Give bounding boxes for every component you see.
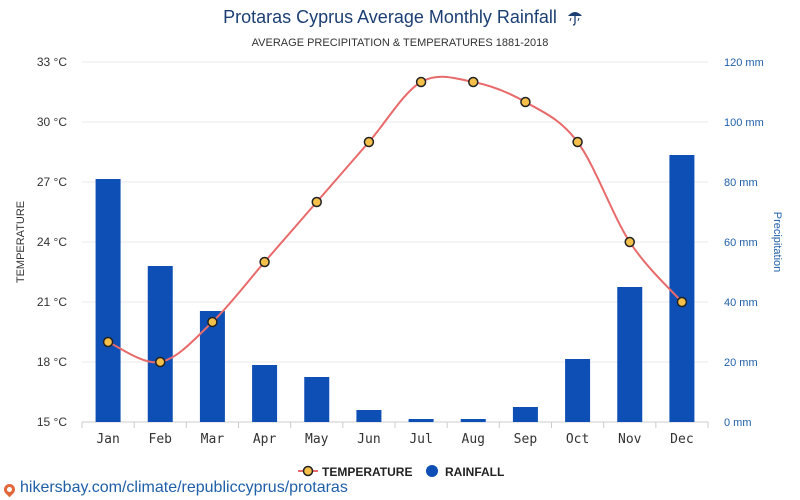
x-tick-label: Nov (618, 432, 642, 447)
temperature-point (520, 96, 531, 108)
temperature-point (624, 236, 635, 248)
temperature-point (572, 136, 583, 148)
temperature-series-line (107, 75, 683, 364)
legend-rainfall-marker (426, 465, 438, 477)
legend-rainfall-label: RAINFALL (445, 465, 504, 479)
legend-temperature-marker (302, 465, 314, 477)
temperature-point (468, 76, 479, 88)
x-tick-label: May (305, 432, 329, 447)
rainfall-bar (95, 179, 121, 422)
rainfall-bar (304, 377, 330, 422)
right-axis-title: Precipitation (771, 212, 783, 273)
x-tick-label: Jun (357, 432, 380, 447)
rainfall-bar (565, 359, 591, 422)
right-y-tick-label: 100 mm (724, 117, 764, 129)
rainfall-bar (669, 155, 695, 422)
rainfall-bar (356, 410, 382, 422)
temperature-line (102, 75, 688, 368)
right-y-tick-label: 20 mm (724, 357, 758, 369)
left-y-axis: 15 °C 18 °C 21 °C 24 °C 27 °C 30 °C 33 °C (37, 55, 67, 429)
rainfall-bar (617, 287, 643, 422)
temperature-point (415, 76, 427, 88)
x-tick-label: Mar (201, 432, 225, 447)
x-tick-label: Dec (670, 432, 693, 447)
left-y-tick-label: 21 °C (37, 295, 67, 309)
left-y-tick-label: 15 °C (37, 415, 67, 429)
umbrella-rain-icon (568, 12, 582, 26)
x-tick-label: Feb (149, 432, 173, 447)
legend-temperature-label: TEMPERATURE (322, 465, 412, 479)
footer-url[interactable]: hikersbay.com/climate/republiccyprus/pro… (20, 479, 348, 496)
x-tick-label: Jul (409, 432, 432, 447)
temperature-point (259, 256, 270, 268)
right-y-tick-label: 0 mm (724, 417, 752, 429)
x-tick-label: Apr (253, 432, 277, 447)
left-y-tick-label: 30 °C (37, 115, 67, 129)
left-y-tick-label: 18 °C (37, 355, 67, 369)
temperature-point (207, 316, 218, 328)
rainfall-bars (95, 155, 695, 422)
rainfall-bar (460, 419, 486, 422)
footer-link[interactable]: hikersbay.com/climate/republiccyprus/pro… (1, 479, 348, 497)
left-y-tick-label: 24 °C (37, 235, 67, 249)
left-y-tick-label: 27 °C (37, 175, 67, 189)
left-y-tick-label: 33 °C (37, 55, 67, 69)
temperature-point (102, 336, 114, 348)
temperature-point (676, 296, 688, 308)
location-pin-icon (1, 481, 18, 497)
x-tick-label: Aug (462, 432, 485, 447)
temperature-point (155, 356, 166, 368)
x-tick-label: Sep (514, 432, 538, 447)
left-axis-title: TEMPERATURE (15, 201, 27, 283)
rainfall-bar (408, 419, 434, 422)
temperature-point (363, 136, 375, 148)
rainfall-bar (199, 311, 225, 422)
gridlines (81, 61, 709, 428)
rainfall-bar (147, 266, 173, 422)
right-y-tick-label: 80 mm (724, 177, 758, 189)
right-y-tick-label: 40 mm (724, 297, 758, 309)
rainfall-bar (512, 407, 538, 422)
chart-title: Protaras Cyprus Average Monthly Rainfall (223, 7, 557, 27)
x-tick-label: Jan (96, 432, 119, 447)
right-y-axis: 0 mm 20 mm 40 mm 60 mm 80 mm 100 mm 120 mm (724, 57, 764, 429)
x-tick-label: Oct (566, 432, 589, 447)
rainfall-bar (252, 365, 278, 422)
temperature-point (311, 196, 322, 208)
legend: TEMPERATURE RAINFALL (298, 465, 504, 479)
right-y-tick-label: 120 mm (724, 57, 764, 69)
x-axis: Jan Feb Mar Apr May Jun Jul Aug Sep Oct Nov Dec (96, 432, 693, 447)
right-y-tick-label: 60 mm (724, 237, 758, 249)
chart-subtitle: AVERAGE PRECIPITATION & TEMPERATURES 188… (252, 37, 549, 49)
